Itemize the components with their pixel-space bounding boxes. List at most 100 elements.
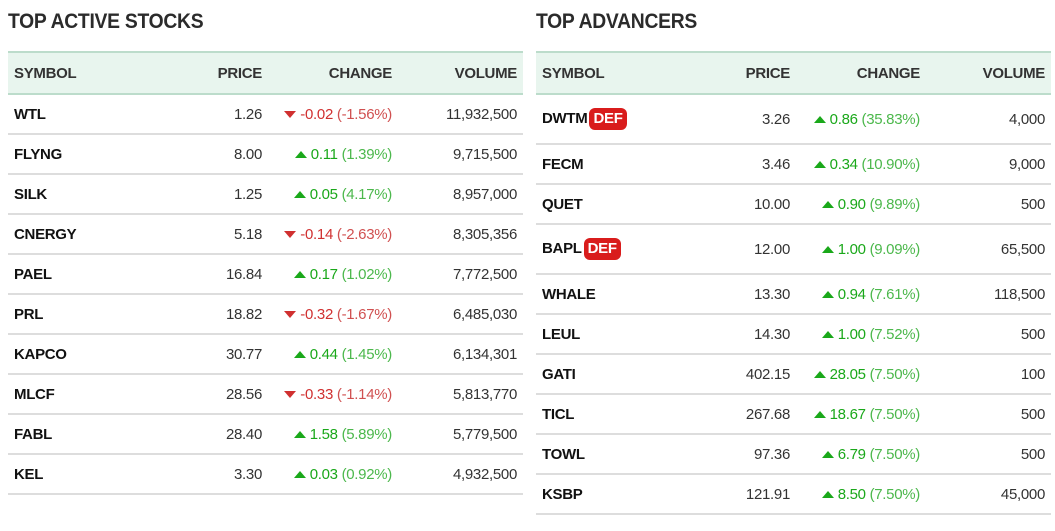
table-row[interactable]: FABL 28.40 1.58 (5.89%) 5,779,500 <box>8 414 523 455</box>
change-cell: 0.03 (0.92%) <box>262 454 392 495</box>
table-row[interactable]: WTL 1.26 -0.02 (-1.56%) 11,932,500 <box>8 94 523 135</box>
arrow-up-icon <box>821 246 834 254</box>
symbol-link[interactable]: FECM <box>542 155 584 173</box>
symbol-link[interactable]: TICL <box>542 405 575 423</box>
volume-cell: 8,957,000 <box>392 174 523 215</box>
change-cell: 0.94 (7.61%) <box>790 274 920 315</box>
change-cell: 1.00 (9.09%) <box>790 224 921 275</box>
symbol-link[interactable]: TOWL <box>542 445 585 463</box>
arrow-down-icon <box>284 111 297 119</box>
change-value: 1.00 <box>837 240 866 258</box>
change-cell: 0.34 (10.90%) <box>790 144 921 185</box>
change-cell: -0.02 (-1.56%) <box>262 94 392 135</box>
price-cell: 97.36 <box>696 434 790 475</box>
arrow-up-icon <box>294 151 307 159</box>
price-cell: 3.46 <box>696 144 790 185</box>
top-advancers-panel: TOP ADVANCERS SYMBOL PRICE CHANGE VOLUME… <box>536 0 1051 515</box>
table-row[interactable]: TICL 267.68 18.67 (7.50%) 500 <box>536 394 1051 435</box>
arrow-up-icon <box>813 411 826 419</box>
table-row[interactable]: DWTM DEF 3.26 0.86 (35.83%) 4,000 <box>536 94 1051 145</box>
table-row[interactable]: BAPL DEF 12.00 1.00 (9.09%) 65,500 <box>536 224 1051 275</box>
change-cell: 18.67 (7.50%) <box>790 394 920 435</box>
symbol-link[interactable]: WTL <box>14 105 46 123</box>
symbol-cell: TOWL <box>536 434 696 475</box>
volume-cell: 4,932,500 <box>392 454 523 495</box>
table-row[interactable]: CNERGY 5.18 -0.14 (-2.63%) 8,305,356 <box>8 214 523 255</box>
price-cell: 12.00 <box>696 224 790 275</box>
symbol-link[interactable]: LEUL <box>542 325 580 343</box>
table-header: SYMBOL PRICE CHANGE VOLUME <box>8 52 523 94</box>
price-cell: 10.00 <box>696 184 790 225</box>
symbol-cell: DWTM DEF <box>536 94 696 145</box>
symbol-link[interactable]: PAEL <box>14 265 52 283</box>
volume-cell: 5,779,500 <box>392 414 523 455</box>
symbol-link[interactable]: QUET <box>542 195 583 213</box>
symbol-cell: TICL <box>536 394 696 435</box>
price-cell: 267.68 <box>696 394 790 435</box>
symbol-link[interactable]: KSBP <box>542 485 583 503</box>
table-row[interactable]: SILK 1.25 0.05 (4.17%) 8,957,000 <box>8 174 523 215</box>
price-cell: 5.18 <box>168 214 262 255</box>
price-cell: 16.84 <box>168 254 262 295</box>
change-percent: (10.90%) <box>861 155 921 173</box>
arrow-up-icon <box>813 161 826 169</box>
arrow-up-icon <box>293 431 306 439</box>
table-row[interactable]: WHALE 13.30 0.94 (7.61%) 118,500 <box>536 274 1051 315</box>
symbol-link[interactable]: KEL <box>14 465 44 483</box>
arrow-up-icon <box>821 201 834 209</box>
table-row[interactable]: KEL 3.30 0.03 (0.92%) 4,932,500 <box>8 454 523 495</box>
table-row[interactable]: PAEL 16.84 0.17 (1.02%) 7,772,500 <box>8 254 523 295</box>
change-cell: 0.44 (1.45%) <box>262 334 393 375</box>
change-percent: (9.89%) <box>869 195 921 213</box>
panel-title: TOP ACTIVE STOCKS <box>8 10 204 33</box>
symbol-link[interactable]: KAPCO <box>14 345 67 363</box>
top-active-stocks-panel: TOP ACTIVE STOCKS SYMBOL PRICE CHANGE VO… <box>8 0 523 495</box>
change-percent: (-1.56%) <box>336 105 392 123</box>
change-percent: (1.39%) <box>341 145 393 163</box>
table-row[interactable]: LEUL 14.30 1.00 (7.52%) 500 <box>536 314 1051 355</box>
symbol-link[interactable]: FABL <box>14 425 52 443</box>
change-percent: (-2.63%) <box>336 225 392 243</box>
table-row[interactable]: TOWL 97.36 6.79 (7.50%) 500 <box>536 434 1051 475</box>
volume-cell: 5,813,770 <box>392 374 523 415</box>
table-row[interactable]: GATI 402.15 28.05 (7.50%) 100 <box>536 354 1051 395</box>
column-price: PRICE <box>745 64 791 82</box>
table-row[interactable]: FECM 3.46 0.34 (10.90%) 9,000 <box>536 144 1051 185</box>
change-cell: 1.00 (7.52%) <box>790 314 920 355</box>
column-symbol: SYMBOL <box>14 64 77 82</box>
change-cell: 28.05 (7.50%) <box>790 354 920 395</box>
change-value: 8.50 <box>837 485 866 503</box>
table-row[interactable]: PRL 18.82 -0.32 (-1.67%) 6,485,030 <box>8 294 523 335</box>
symbol-link[interactable]: WHALE <box>542 285 596 303</box>
symbol-cell: FABL <box>8 414 168 455</box>
change-value: 18.67 <box>829 405 866 423</box>
volume-cell: 500 <box>920 314 1051 355</box>
table-row[interactable]: MLCF 28.56 -0.33 (-1.14%) 5,813,770 <box>8 374 523 415</box>
symbol-link[interactable]: MLCF <box>14 385 55 403</box>
change-value: 0.03 <box>309 465 338 483</box>
symbol-link[interactable]: CNERGY <box>14 225 77 243</box>
table-row[interactable]: FLYNG 8.00 0.11 (1.39%) 9,715,500 <box>8 134 523 175</box>
table-row[interactable]: KSBP 121.91 8.50 (7.50%) 45,000 <box>536 474 1051 515</box>
symbol-link[interactable]: SILK <box>14 185 47 203</box>
change-percent: (1.45%) <box>341 345 393 363</box>
symbol-link[interactable]: FLYNG <box>14 145 62 163</box>
symbol-cell: KSBP <box>536 474 696 515</box>
volume-cell: 500 <box>920 434 1051 475</box>
symbol-link[interactable]: GATI <box>542 365 576 383</box>
change-cell: -0.33 (-1.14%) <box>262 374 392 415</box>
arrow-up-icon <box>813 116 826 124</box>
table-row[interactable]: QUET 10.00 0.90 (9.89%) 500 <box>536 184 1051 225</box>
change-value: 0.05 <box>309 185 338 203</box>
change-cell: -0.32 (-1.67%) <box>262 294 392 335</box>
arrow-up-icon <box>821 291 834 299</box>
symbol-cell: CNERGY <box>8 214 168 255</box>
volume-cell: 500 <box>920 184 1051 225</box>
symbol-link[interactable]: DWTM <box>542 110 588 127</box>
volume-cell: 65,500 <box>920 224 1051 275</box>
symbol-link[interactable]: BAPL <box>542 240 582 257</box>
table-row[interactable]: KAPCO 30.77 0.44 (1.45%) 6,134,301 <box>8 334 523 375</box>
symbol-link[interactable]: PRL <box>14 305 44 323</box>
change-percent: (9.09%) <box>869 240 921 258</box>
arrow-down-icon <box>284 231 297 239</box>
